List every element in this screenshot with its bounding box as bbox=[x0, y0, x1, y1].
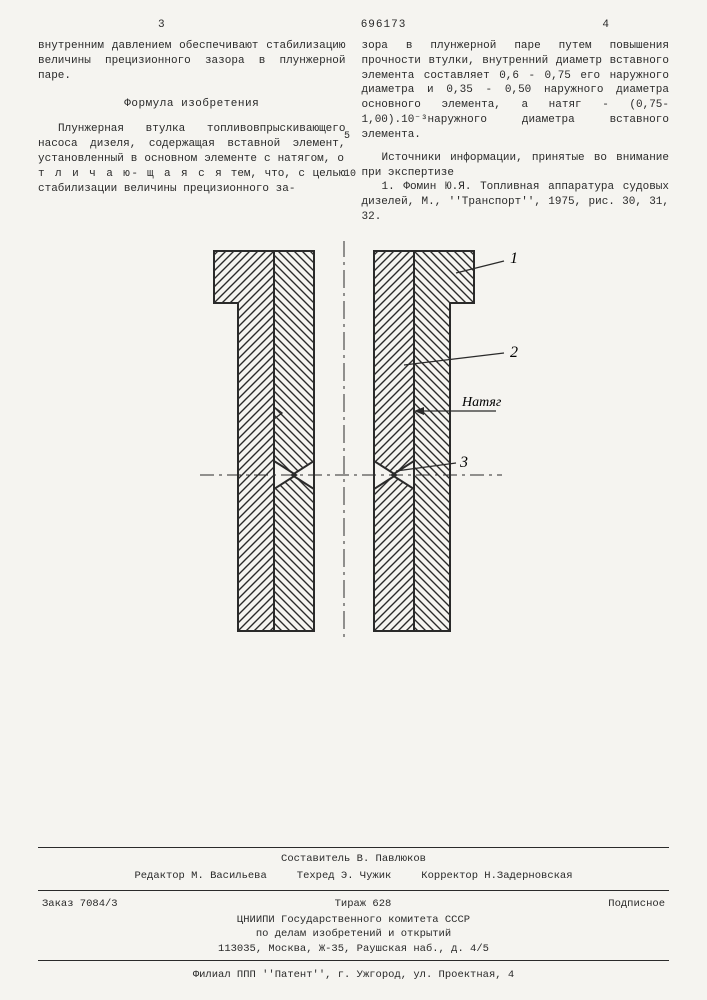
label-2: 2 bbox=[510, 344, 518, 361]
footer-rule-2 bbox=[38, 890, 669, 891]
page-header: 3 696173 4 bbox=[38, 18, 669, 33]
left-para-1: внутренним давлением обеспечивают стабил… bbox=[38, 39, 346, 84]
outer-element-left bbox=[214, 251, 274, 631]
sources-title: Источники информации, принятые во вниман… bbox=[362, 151, 670, 181]
formula-title: Формула изобретения bbox=[38, 97, 346, 112]
credits-row: Редактор М. Васильева Техред Э. Чужик Ко… bbox=[38, 866, 669, 886]
branch-line: Филиал ППП ''Патент'', г. Ужгород, ул. П… bbox=[38, 965, 669, 982]
diagram-container: 1 2 Натяг 3 bbox=[38, 241, 669, 641]
compiler-line: Составитель В. Павлюков bbox=[38, 852, 669, 866]
right-para-1: зора в плунжерной паре путем повышения п… bbox=[362, 39, 670, 143]
podpisnoe: Подписное bbox=[608, 897, 665, 911]
left-para-2: Плунжерная втулка топливовпрыскивающего … bbox=[38, 122, 346, 196]
right-column: зора в плунжерной паре путем повышения п… bbox=[362, 39, 670, 225]
document-number: 696173 bbox=[361, 18, 407, 33]
footer-rule-1 bbox=[38, 847, 669, 848]
outer-element-right bbox=[414, 251, 474, 631]
label-1: 1 bbox=[510, 250, 518, 267]
footer-rule-3 bbox=[38, 960, 669, 961]
address-line: 113035, Москва, Ж-35, Раушская наб., д. … bbox=[38, 942, 669, 956]
line-marker-5: 5 bbox=[344, 130, 350, 144]
corrector: Корректор Н.Задерновская bbox=[421, 869, 572, 883]
label-3: 3 bbox=[459, 454, 468, 471]
tirazh: Тираж 628 bbox=[335, 897, 392, 911]
page-number-left: 3 bbox=[158, 18, 165, 33]
plunger-sleeve-diagram: 1 2 Натяг 3 bbox=[164, 241, 544, 641]
editor: Редактор М. Васильева bbox=[134, 869, 266, 883]
page-number-right: 4 bbox=[602, 18, 609, 33]
left-column: внутренним давлением обеспечивают стабил… bbox=[38, 39, 346, 225]
techred: Техред Э. Чужик bbox=[297, 869, 392, 883]
order-number: Заказ 7084/3 bbox=[42, 897, 118, 911]
right-para-2: 1. Фомин Ю.Я. Топливная аппаратура судов… bbox=[362, 180, 670, 225]
org-line-2: по делам изобретений и открытий bbox=[38, 927, 669, 941]
label-natiag: Натяг bbox=[461, 395, 502, 410]
text-columns: внутренним давлением обеспечивают стабил… bbox=[38, 39, 669, 225]
inner-element-left bbox=[274, 251, 314, 631]
inner-element-right bbox=[374, 251, 414, 631]
org-line-1: ЦНИИПИ Государственного комитета СССР bbox=[38, 913, 669, 927]
line-marker-10: 10 bbox=[344, 168, 356, 182]
order-row: Заказ 7084/3 Тираж 628 Подписное bbox=[38, 895, 669, 913]
imprint-footer: Составитель В. Павлюков Редактор М. Васи… bbox=[38, 843, 669, 982]
